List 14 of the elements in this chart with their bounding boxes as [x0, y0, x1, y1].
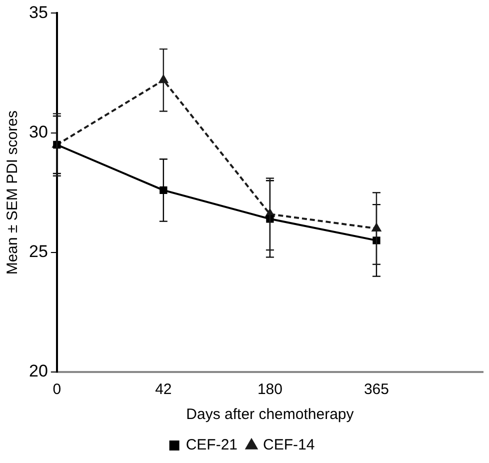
x-tick-label: 42 [155, 381, 172, 398]
y-tick-label: 25 [28, 242, 48, 262]
y-axis-title: Mean ± SEM PDI scores [4, 110, 22, 275]
y-tick-label: 35 [28, 2, 48, 22]
x-tick-label: 0 [52, 381, 62, 398]
y-tick-label: 30 [28, 122, 48, 142]
legend-label: CEF-14 [263, 436, 315, 454]
x-tick-label: 365 [364, 381, 389, 398]
point [160, 186, 168, 194]
legend-label: CEF-21 [186, 436, 238, 454]
point [372, 223, 381, 232]
x-axis-title: Days after chemotherapy [186, 406, 354, 424]
x-tick-label: 180 [257, 381, 282, 398]
y-tick-label: 20 [28, 362, 48, 381]
